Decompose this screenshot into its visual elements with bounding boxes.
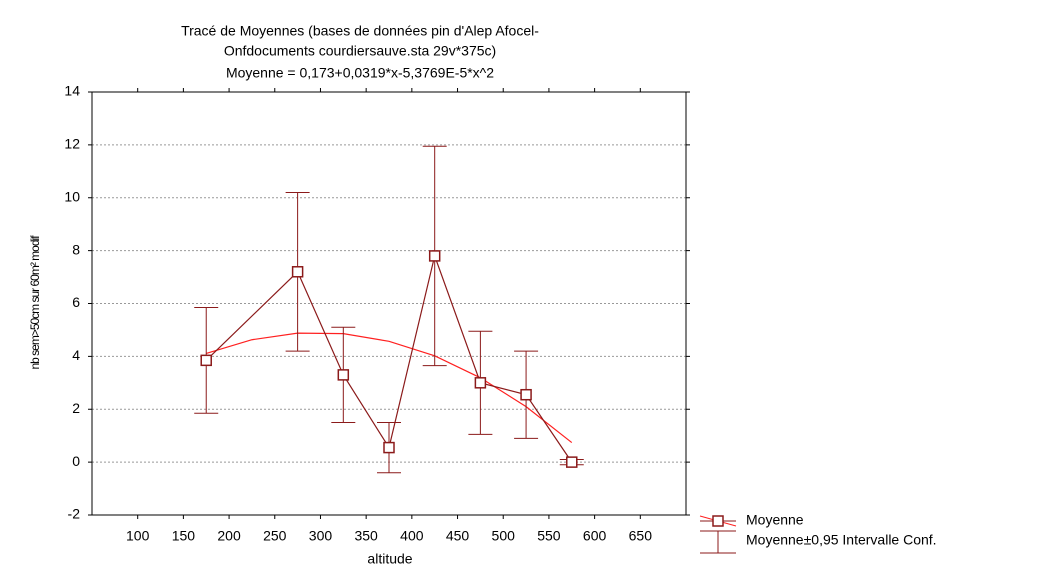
y-tick-label: 6 bbox=[72, 294, 80, 310]
mean-marker bbox=[474, 377, 487, 389]
y-tick-label: 12 bbox=[64, 136, 80, 152]
x-tick-label: 150 bbox=[172, 528, 196, 544]
mean-line bbox=[205, 253, 573, 463]
mean-marker bbox=[566, 456, 578, 468]
plot-frame bbox=[91, 91, 687, 516]
mean-marker bbox=[520, 388, 532, 401]
x-tick-label: 600 bbox=[583, 528, 607, 544]
x-tick-label: 250 bbox=[263, 528, 287, 544]
chart-title: Moyenne = 0,173+0,0319*x-5,3769E-5*x^2 bbox=[226, 65, 494, 81]
x-tick-label: 450 bbox=[446, 528, 470, 544]
mean-marker bbox=[337, 369, 350, 381]
y-tick-label: 14 bbox=[64, 83, 80, 99]
mean-marker bbox=[200, 354, 212, 367]
y-tick-label: 10 bbox=[64, 188, 80, 204]
legend-errorbar bbox=[700, 530, 736, 554]
y-tick-label: 8 bbox=[72, 241, 80, 257]
x-axis-label: altitude bbox=[367, 551, 412, 567]
x-tick-label: 300 bbox=[309, 528, 333, 544]
x-tick-label: 100 bbox=[126, 528, 150, 544]
x-tick-label: 650 bbox=[629, 528, 653, 544]
legend-marker bbox=[712, 515, 724, 527]
x-tick-label: 350 bbox=[354, 528, 378, 544]
chart-title: Onfdocuments courdiersauve.sta 29v*375c) bbox=[224, 43, 496, 59]
x-tick-label: 400 bbox=[400, 528, 424, 544]
legend-label: Moyenne±0,95 Intervalle Conf. bbox=[746, 532, 937, 548]
y-tick-label: 0 bbox=[72, 453, 80, 469]
x-tick-label: 500 bbox=[492, 528, 516, 544]
x-tick-label: 550 bbox=[537, 528, 561, 544]
mean-marker bbox=[291, 266, 304, 278]
mean-marker bbox=[428, 250, 441, 262]
x-tick-label: 200 bbox=[217, 528, 241, 544]
chart-title: Tracé de Moyennes (bases de données pin … bbox=[181, 23, 539, 39]
y-axis-label: nb sem>50cm sur 60m² modif bbox=[28, 235, 42, 370]
mean-marker bbox=[383, 441, 395, 454]
legend-label: Moyenne bbox=[746, 512, 804, 528]
y-tick-label: 4 bbox=[72, 347, 80, 363]
fit-curve bbox=[206, 332, 573, 444]
y-tick-label: 2 bbox=[72, 400, 80, 416]
y-tick-label: -2 bbox=[68, 506, 81, 522]
